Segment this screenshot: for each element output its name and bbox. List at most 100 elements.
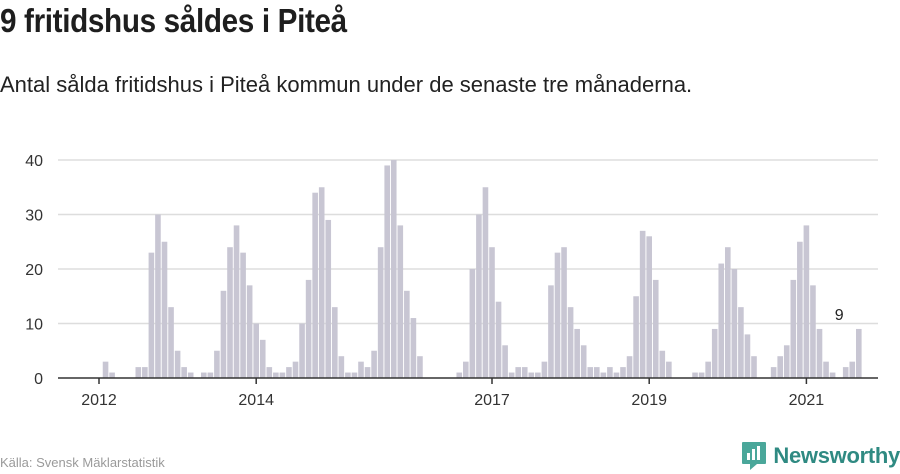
bar	[849, 361, 856, 378]
bar	[266, 367, 273, 378]
bar	[312, 192, 318, 378]
x-tick-label: 2021	[789, 392, 825, 409]
bar	[207, 372, 214, 378]
bar	[548, 285, 554, 378]
bar	[174, 350, 181, 378]
bar	[246, 285, 253, 378]
bar	[810, 285, 816, 378]
bar	[148, 252, 155, 378]
bar	[482, 187, 489, 378]
brand-name: Newsworthy	[773, 443, 900, 468]
y-tick-label: 40	[25, 153, 43, 170]
data-labels: 9	[835, 307, 844, 324]
bar	[233, 225, 240, 378]
bar	[227, 247, 233, 378]
bar	[600, 372, 607, 378]
x-tick-label: 2017	[474, 392, 510, 409]
bar	[554, 252, 561, 378]
bar	[521, 367, 528, 378]
bar	[725, 247, 731, 378]
bar	[561, 247, 567, 378]
y-tick-label: 0	[34, 371, 43, 388]
bar	[639, 230, 646, 378]
bar	[535, 372, 541, 378]
bar	[731, 269, 738, 378]
bar	[816, 328, 823, 378]
bar	[803, 225, 810, 378]
bar	[718, 263, 725, 378]
bar	[410, 318, 417, 378]
x-tick-label: 2012	[81, 392, 117, 409]
bar	[155, 214, 161, 378]
y-tick-label: 10	[25, 317, 43, 334]
bar	[652, 279, 659, 378]
bar	[738, 307, 744, 378]
bar	[279, 372, 286, 378]
bar	[240, 252, 246, 378]
bar	[574, 328, 580, 378]
bar	[842, 367, 849, 378]
bar	[253, 323, 259, 378]
bar	[161, 241, 168, 378]
bar	[856, 328, 862, 378]
x-tick-label: 2014	[238, 392, 274, 409]
bar	[541, 361, 548, 378]
bar	[187, 372, 194, 378]
bar	[476, 214, 482, 378]
bar	[515, 367, 521, 378]
bar	[790, 279, 797, 378]
bar	[587, 367, 594, 378]
bar	[404, 290, 410, 378]
bar	[286, 367, 292, 378]
bar	[109, 372, 115, 378]
bar	[292, 361, 299, 378]
y-tick-label: 30	[25, 208, 43, 225]
bar	[744, 334, 751, 378]
bar	[142, 367, 148, 378]
bar	[358, 361, 364, 378]
highlight-value-label: 9	[835, 307, 844, 324]
y-axis-ticks: 0 10 20 30 40	[25, 153, 43, 388]
bars	[102, 160, 862, 378]
bar	[220, 290, 227, 378]
bar	[345, 372, 351, 378]
bar	[305, 279, 312, 378]
bar	[580, 345, 587, 378]
bar	[711, 328, 718, 378]
bar	[377, 247, 384, 378]
y-tick-label: 20	[25, 262, 43, 279]
bar	[135, 367, 142, 378]
bar	[829, 372, 836, 378]
bar	[495, 301, 502, 378]
bar	[351, 372, 358, 378]
bar	[318, 187, 325, 378]
bar	[783, 345, 790, 378]
bar	[384, 165, 390, 378]
bar	[273, 372, 279, 378]
bar	[626, 356, 633, 378]
bar	[659, 350, 666, 378]
source-note: Källa: Svensk Mäklarstatistik	[0, 455, 165, 470]
x-tick-label: 2019	[631, 392, 667, 409]
bar	[705, 361, 711, 378]
bar	[613, 372, 620, 378]
newsworthy-logo[interactable]: Newsworthy	[741, 441, 900, 471]
bar	[364, 367, 371, 378]
bar	[390, 160, 397, 378]
bar	[102, 361, 109, 378]
bar	[259, 339, 266, 378]
bar	[508, 372, 515, 378]
bar	[332, 307, 338, 378]
bar	[201, 372, 207, 378]
bar	[325, 219, 332, 378]
bar	[489, 247, 495, 378]
bar	[502, 345, 508, 378]
bar	[797, 241, 803, 378]
bar	[698, 372, 705, 378]
bar	[770, 367, 777, 378]
bar	[456, 372, 463, 378]
bar	[607, 367, 613, 378]
bar	[620, 367, 626, 378]
bar	[633, 296, 639, 378]
